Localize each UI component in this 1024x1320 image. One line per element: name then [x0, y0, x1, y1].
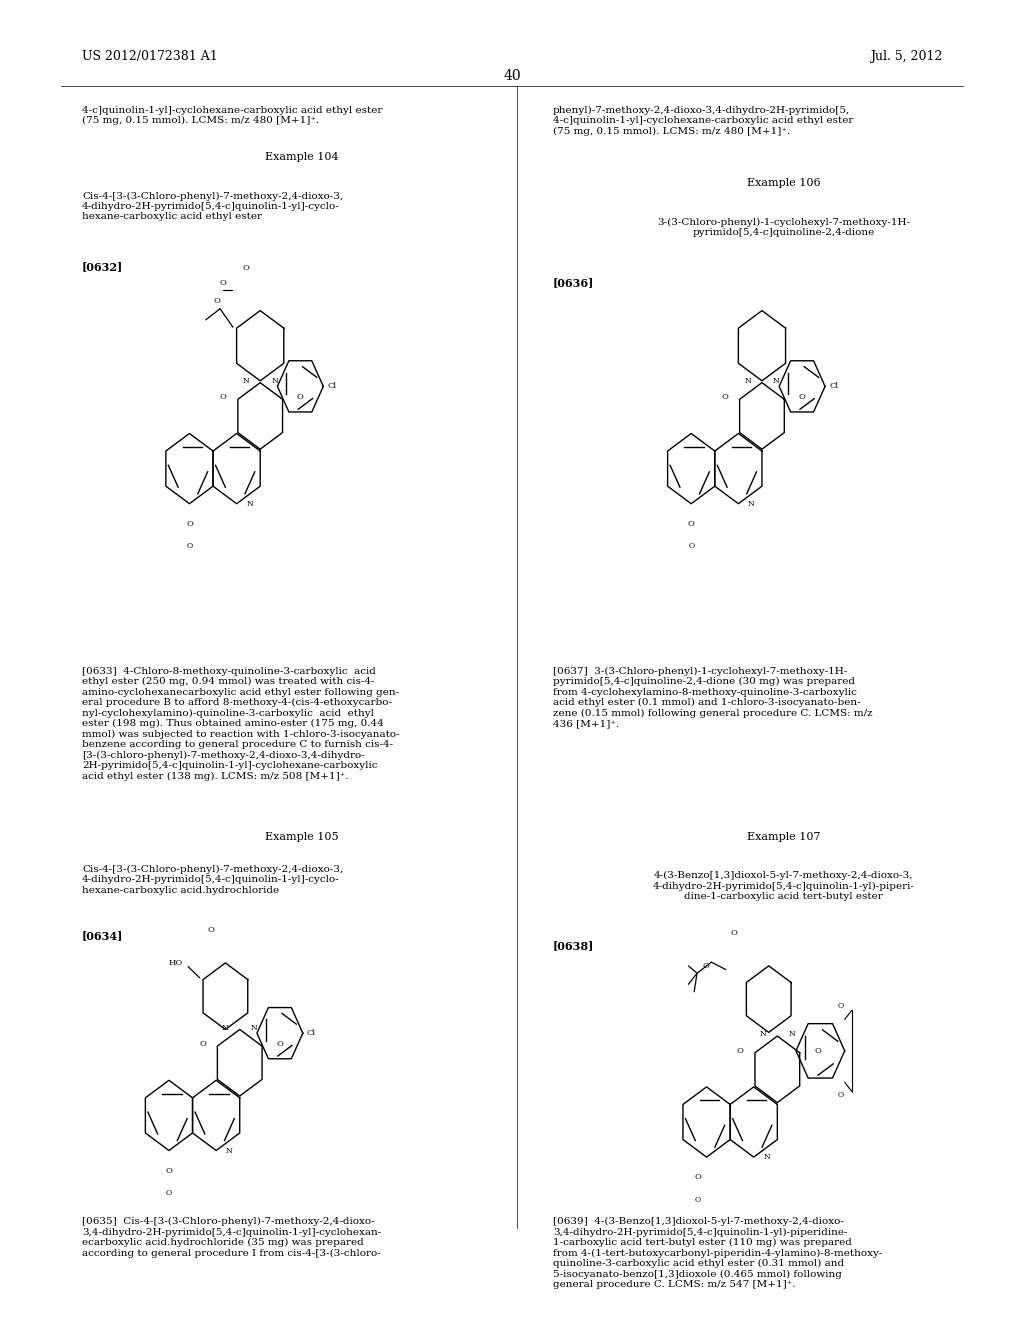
- Text: N: N: [760, 1030, 766, 1039]
- Text: N: N: [773, 376, 779, 385]
- Text: [0639]  4-(3-Benzo[1,3]dioxol-5-yl-7-methoxy-2,4-dioxo-
3,4-dihydro-2H-pyrimido[: [0639] 4-(3-Benzo[1,3]dioxol-5-yl-7-meth…: [553, 1217, 883, 1290]
- Text: Example 106: Example 106: [746, 178, 820, 189]
- Text: [0637]  3-(3-Chloro-phenyl)-1-cyclohexyl-7-methoxy-1H-
pyrimido[5,4-c]quinoline-: [0637] 3-(3-Chloro-phenyl)-1-cyclohexyl-…: [553, 667, 872, 729]
- Text: 3-(3-Chloro-phenyl)-1-cyclohexyl-7-methoxy-1H-
pyrimido[5,4-c]quinoline-2,4-dion: 3-(3-Chloro-phenyl)-1-cyclohexyl-7-metho…: [656, 218, 910, 238]
- Text: O: O: [199, 1040, 206, 1048]
- Text: O: O: [731, 928, 737, 937]
- Text: [0638]: [0638]: [553, 940, 594, 950]
- Text: N: N: [271, 376, 278, 385]
- Text: 4-(3-Benzo[1,3]dioxol-5-yl-7-methoxy-2,4-dioxo-3,
4-dihydro-2H-pyrimido[5,4-c]qu: 4-(3-Benzo[1,3]dioxol-5-yl-7-methoxy-2,4…: [652, 871, 914, 902]
- Text: O: O: [219, 393, 226, 401]
- Text: O: O: [208, 925, 214, 933]
- Text: [0632]: [0632]: [82, 261, 123, 272]
- Text: N: N: [225, 1147, 232, 1155]
- Text: [0634]: [0634]: [82, 931, 123, 941]
- Text: N: N: [243, 376, 249, 385]
- Text: O: O: [814, 1047, 821, 1055]
- Text: N: N: [222, 1023, 228, 1032]
- Text: O: O: [799, 393, 806, 401]
- Text: O: O: [214, 297, 220, 305]
- Text: O: O: [297, 393, 304, 401]
- Text: 4-c]quinolin-1-yl]-cyclohexane-carboxylic acid ethyl ester
(75 mg, 0.15 mmol). L: 4-c]quinolin-1-yl]-cyclohexane-carboxyli…: [82, 106, 382, 125]
- Text: O: O: [721, 393, 728, 401]
- Text: N: N: [748, 500, 755, 508]
- Text: [0633]  4-Chloro-8-methoxy-quinoline-3-carboxylic  acid
ethyl ester (250 mg, 0.9: [0633] 4-Chloro-8-methoxy-quinoline-3-ca…: [82, 667, 399, 780]
- Text: [0635]  Cis-4-[3-(3-Chloro-phenyl)-7-methoxy-2,4-dioxo-
3,4-dihydro-2H-pyrimido[: [0635] Cis-4-[3-(3-Chloro-phenyl)-7-meth…: [82, 1217, 381, 1258]
- Text: O: O: [186, 543, 193, 550]
- Text: O: O: [695, 1196, 701, 1204]
- Text: Example 104: Example 104: [265, 152, 339, 162]
- Text: Cis-4-[3-(3-Chloro-phenyl)-7-methoxy-2,4-dioxo-3,
4-dihydro-2H-pyrimido[5,4-c]qu: Cis-4-[3-(3-Chloro-phenyl)-7-methoxy-2,4…: [82, 191, 343, 222]
- Text: O: O: [838, 1002, 844, 1011]
- Text: O: O: [688, 543, 694, 550]
- Text: phenyl)-7-methoxy-2,4-dioxo-3,4-dihydro-2H-pyrimido[5,
4-c]quinolin-1-yl]-cycloh: phenyl)-7-methoxy-2,4-dioxo-3,4-dihydro-…: [553, 106, 853, 136]
- Text: Cis-4-[3-(3-Chloro-phenyl)-7-methoxy-2,4-dioxo-3,
4-dihydro-2H-pyrimido[5,4-c]qu: Cis-4-[3-(3-Chloro-phenyl)-7-methoxy-2,4…: [82, 865, 343, 895]
- Text: O: O: [694, 1173, 701, 1181]
- Text: O: O: [702, 962, 709, 970]
- Text: Cl: Cl: [829, 383, 839, 391]
- Text: N: N: [246, 500, 253, 508]
- Text: O: O: [166, 1167, 172, 1175]
- Text: Example 105: Example 105: [265, 832, 339, 842]
- Text: Jul. 5, 2012: Jul. 5, 2012: [869, 50, 942, 63]
- Text: N: N: [788, 1030, 795, 1039]
- Text: HO: HO: [168, 958, 182, 968]
- Text: N: N: [763, 1154, 770, 1162]
- Text: O: O: [243, 264, 249, 272]
- Text: Example 107: Example 107: [746, 832, 820, 842]
- Text: US 2012/0172381 A1: US 2012/0172381 A1: [82, 50, 218, 63]
- Text: O: O: [186, 520, 193, 528]
- Text: Cl: Cl: [307, 1030, 316, 1038]
- Text: 40: 40: [503, 69, 521, 83]
- Text: Cl: Cl: [328, 383, 337, 391]
- Text: O: O: [688, 520, 694, 528]
- Text: O: O: [838, 1092, 844, 1100]
- Text: O: O: [736, 1047, 743, 1055]
- Text: O: O: [219, 279, 226, 286]
- Text: N: N: [744, 376, 751, 385]
- Text: N: N: [251, 1023, 257, 1032]
- Text: O: O: [166, 1189, 172, 1197]
- Text: O: O: [276, 1040, 284, 1048]
- Text: [0636]: [0636]: [553, 277, 594, 288]
